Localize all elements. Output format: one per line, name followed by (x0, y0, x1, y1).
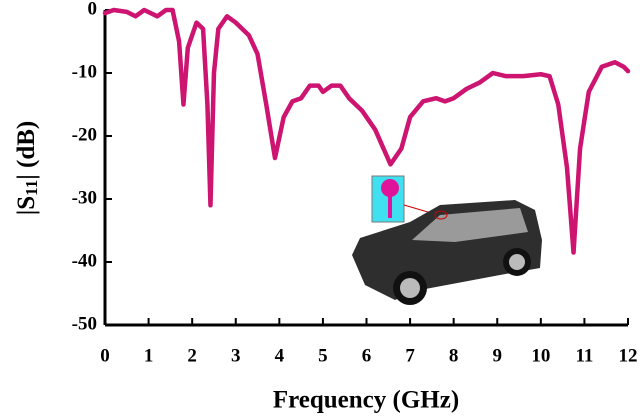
x-tick-label: 2 (187, 345, 197, 366)
x-tick-label: 5 (318, 345, 328, 366)
x-tick-label: 0 (100, 345, 110, 366)
car-windows (412, 208, 528, 242)
car-inset (352, 175, 542, 305)
rim (509, 254, 525, 270)
y-tick-label: -30 (72, 187, 97, 208)
y-tick-label: -50 (72, 313, 97, 334)
x-tick-label: 12 (619, 345, 638, 366)
x-tick-label: 6 (362, 345, 372, 366)
line-series (102, 7, 631, 255)
x-tick-label: 8 (449, 345, 459, 366)
x-tick-label: 4 (275, 345, 285, 366)
rim (400, 278, 420, 298)
x-tick-label: 11 (575, 345, 593, 366)
antenna-patch (381, 179, 399, 197)
x-tick-label: 3 (231, 345, 241, 366)
y-tick-label: 0 (88, 0, 98, 19)
y-axis-label: |S11| (dB) (13, 121, 41, 215)
y-tick-label: -10 (72, 61, 97, 82)
x-tick-label: 7 (405, 345, 415, 366)
x-tick-label: 1 (144, 345, 154, 366)
x-axis-label: Frequency (GHz) (273, 387, 459, 414)
x-tick-label: 10 (531, 345, 550, 366)
y-tick-label: -20 (72, 124, 97, 145)
y-tick-label: -40 (72, 250, 97, 271)
y-label-sub: 11 (22, 180, 41, 196)
antenna-marker (434, 210, 448, 220)
y-label-part: | (dB) (13, 121, 40, 180)
y-label-part: |S (13, 196, 40, 215)
antenna-feed (388, 196, 392, 218)
x-tick-label: 9 (493, 345, 503, 366)
